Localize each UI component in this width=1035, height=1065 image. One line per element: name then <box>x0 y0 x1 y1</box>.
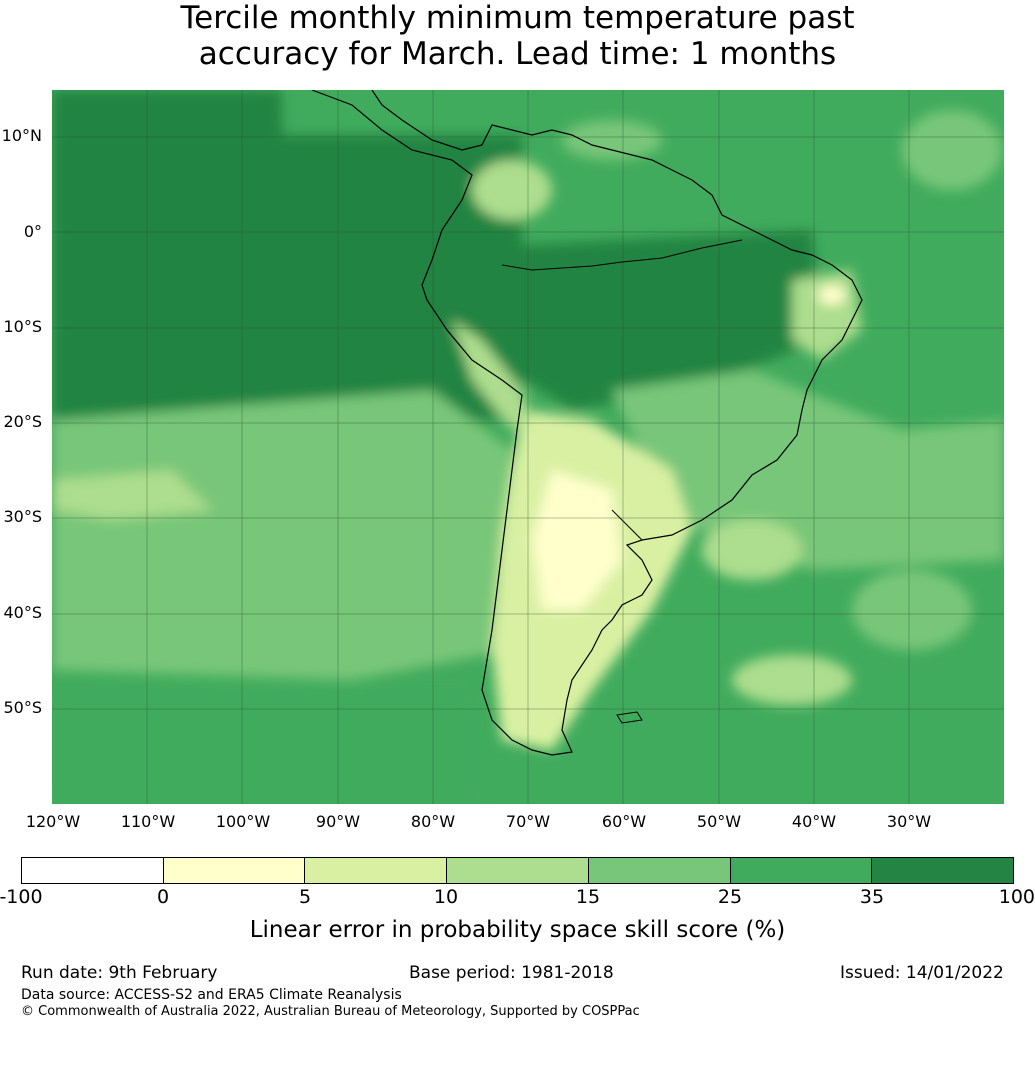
lon-label-80w: 80°W <box>410 812 456 831</box>
lon-label-60w: 60°W <box>601 812 647 831</box>
lon-label-120w: 120°W <box>25 812 81 831</box>
coastline <box>311 90 863 756</box>
falkland-islands <box>616 711 643 724</box>
title-line-1: Tercile monthly minimum temperature past <box>180 0 855 36</box>
lat-label-40s: 40°S <box>3 603 42 622</box>
colorbar <box>21 857 1014 884</box>
colorbar-tick: 15 <box>575 886 601 908</box>
map-title: Tercile monthly minimum temperature past… <box>0 0 1035 72</box>
lat-label-0: 0° <box>23 222 42 241</box>
copyright: © Commonwealth of Australia 2022, Austra… <box>21 1004 640 1019</box>
colorbar-tick: 100 <box>998 886 1035 908</box>
lon-label-30w: 30°W <box>886 812 932 831</box>
amazon-river <box>501 239 743 271</box>
colorbar-segment-5-10 <box>305 858 448 883</box>
skill-score-map <box>52 90 1004 804</box>
colorbar-segment-10-15 <box>447 858 589 883</box>
colorbar-segment-0-5 <box>163 858 306 883</box>
run-date: Run date: 9th February <box>21 963 218 983</box>
base-period: Base period: 1981-2018 <box>409 963 614 983</box>
lon-label-50w: 50°W <box>696 812 742 831</box>
lat-label-20s: 20°S <box>3 412 42 431</box>
colorbar-title: Linear error in probability space skill … <box>249 917 786 943</box>
lat-label-50s: 50°S <box>3 698 42 717</box>
lon-label-100w: 100°W <box>215 812 271 831</box>
lat-label-10s: 10°S <box>3 317 42 336</box>
lat-label-10n: 10°N <box>1 126 42 145</box>
colorbar-segment-25-35 <box>730 858 873 883</box>
colorbar-tick: 25 <box>717 886 743 908</box>
lon-label-110w: 110°W <box>120 812 176 831</box>
colorbar-segment-35-100 <box>872 858 1014 883</box>
colorbar-segment-15-25 <box>588 858 731 883</box>
lon-label-90w: 90°W <box>315 812 361 831</box>
colorbar-tick: 5 <box>298 886 312 908</box>
colorbar-tick: 0 <box>156 886 170 908</box>
title-line-2: accuracy for March. Lead time: 1 months <box>198 36 837 72</box>
graticule <box>52 90 1004 804</box>
issued-date: Issued: 14/01/2022 <box>840 963 1004 983</box>
lat-label-30s: 30°S <box>3 507 42 526</box>
lon-label-70w: 70°W <box>505 812 551 831</box>
data-source: Data source: ACCESS-S2 and ERA5 Climate … <box>21 987 402 1003</box>
lon-label-40w: 40°W <box>791 812 837 831</box>
map-canvas <box>52 90 1004 804</box>
colorbar-tick: 35 <box>859 886 885 908</box>
colorbar-tick: -100 <box>0 886 43 908</box>
colorbar-tick: 10 <box>433 886 459 908</box>
rio-de-la-plata <box>611 509 643 541</box>
colorbar-segment-neg100-0 <box>22 858 164 883</box>
